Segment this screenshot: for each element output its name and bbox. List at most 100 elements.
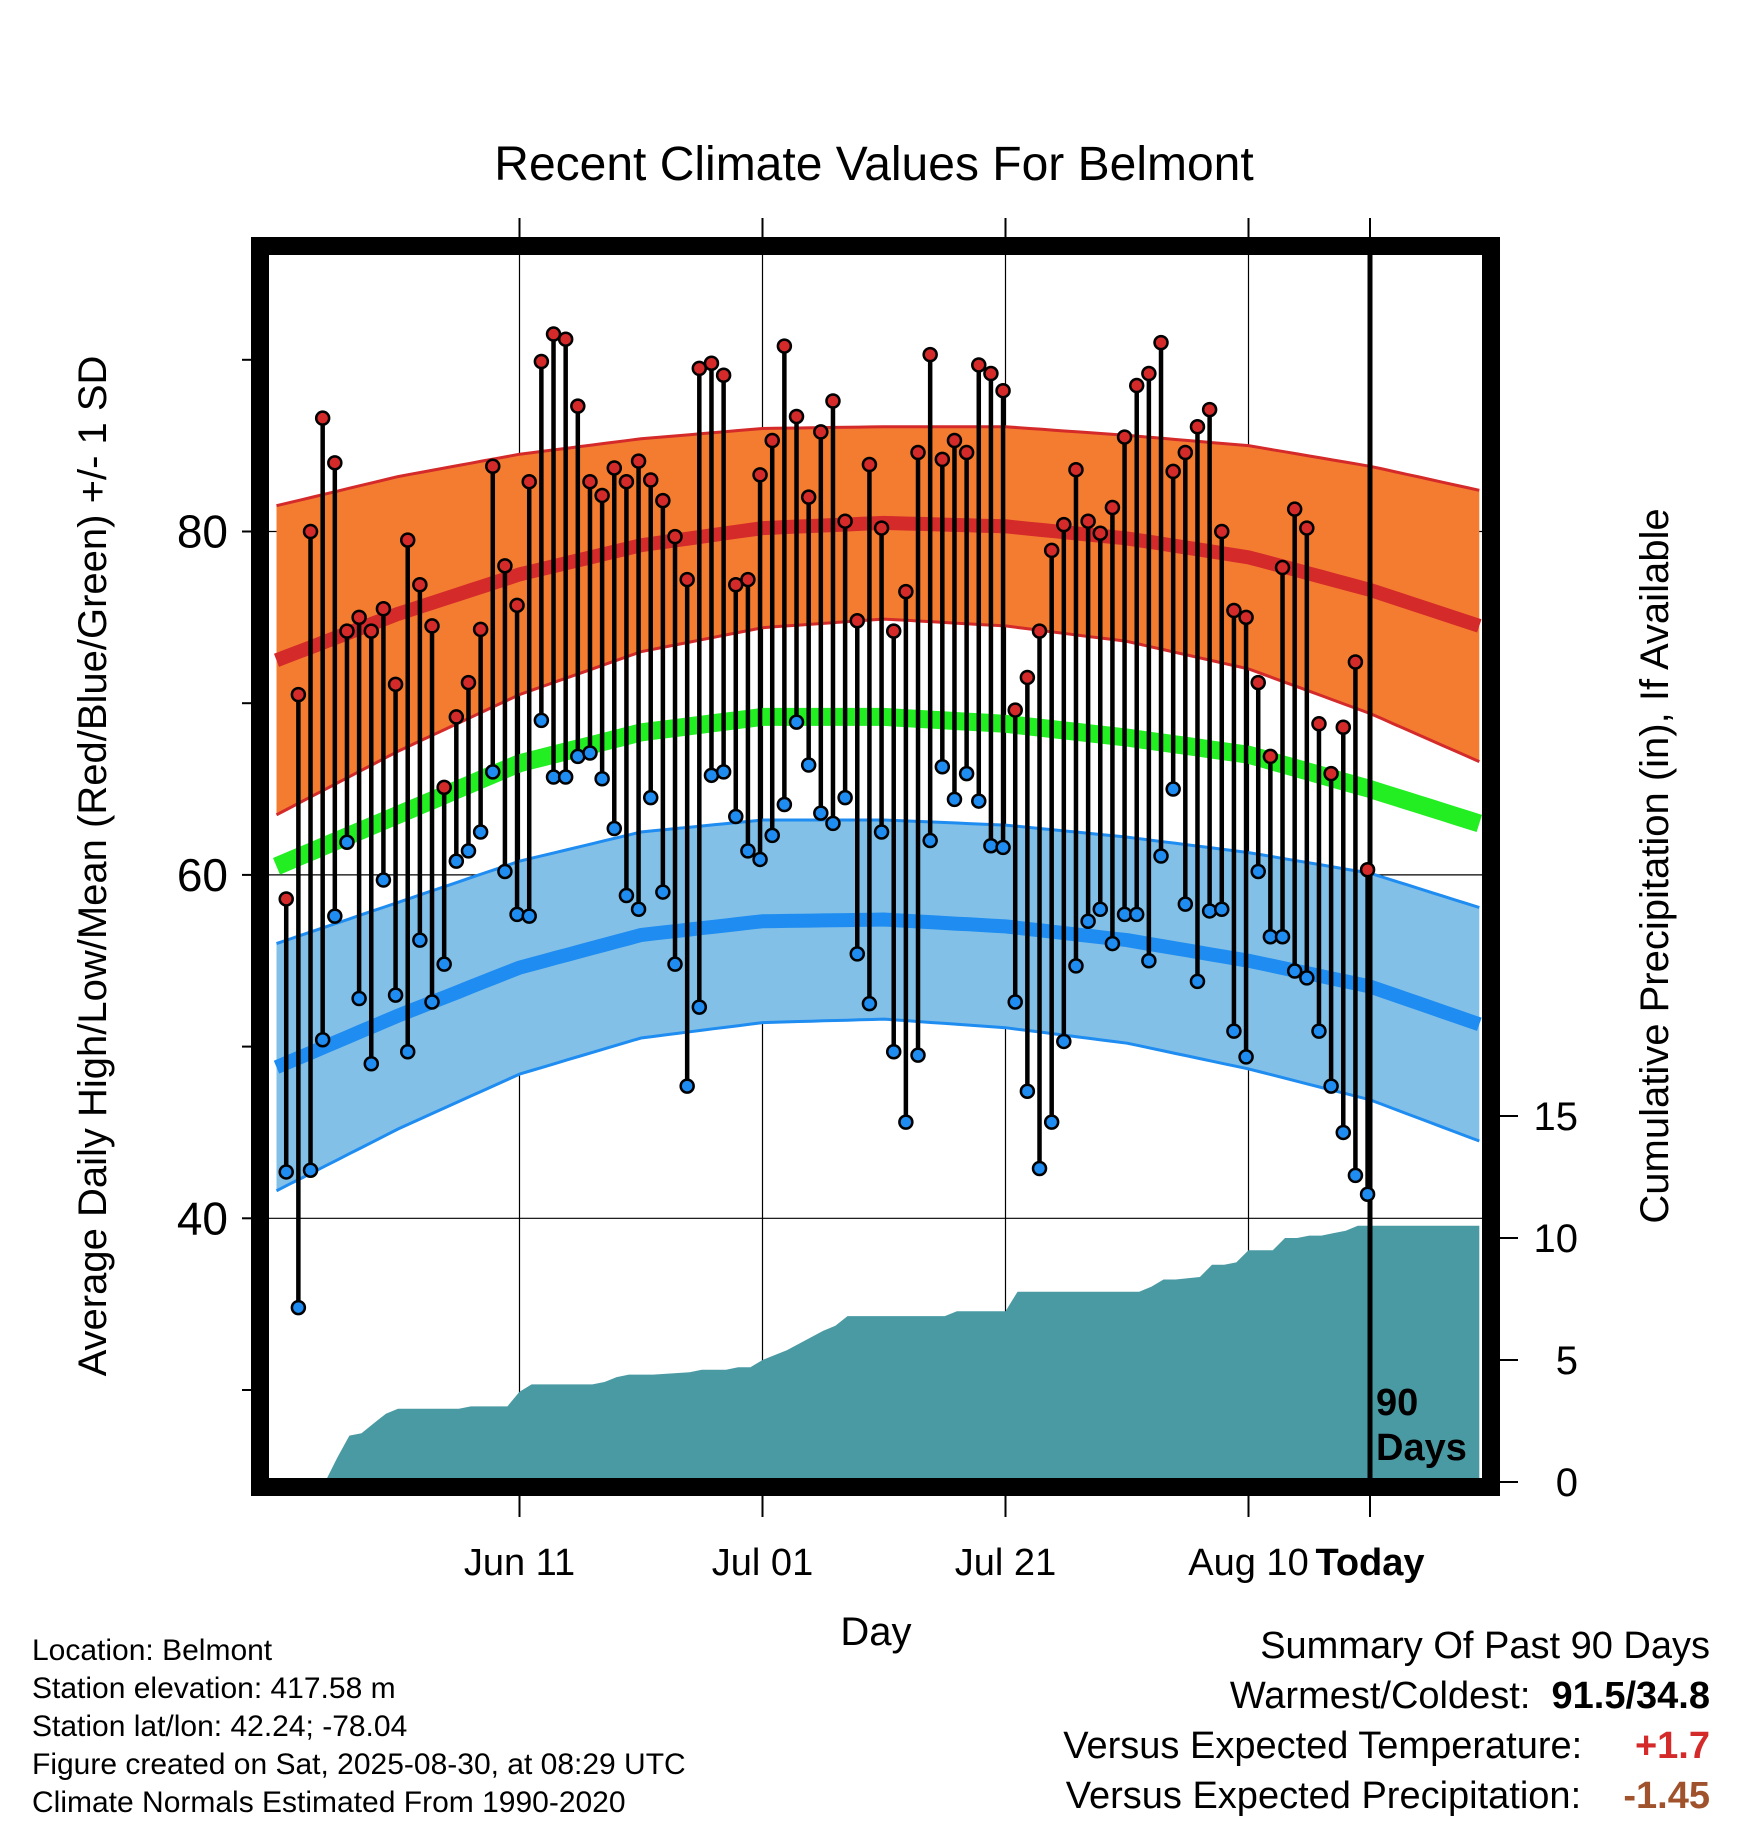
low-point <box>1335 1124 1352 1141</box>
low-point <box>509 906 525 923</box>
high-point <box>302 523 319 540</box>
y2-tick-label: 10 <box>1534 1217 1579 1261</box>
low-point <box>1214 901 1230 917</box>
plot-frame <box>251 237 1500 1496</box>
high-point <box>1080 513 1096 529</box>
high-point <box>570 398 586 414</box>
y2-axis-label: Cumulative Precipitation (in), If Availa… <box>1633 508 1677 1223</box>
low-point <box>1250 863 1266 880</box>
high-point <box>1068 461 1084 478</box>
low-point <box>1226 1023 1242 1039</box>
high-point <box>448 709 465 725</box>
high-point <box>485 458 501 475</box>
low-point <box>691 999 708 1015</box>
high-point <box>1177 444 1194 461</box>
y2-tick-label: 15 <box>1534 1095 1579 1139</box>
low-point <box>1153 848 1169 864</box>
low-point <box>399 1044 416 1060</box>
high-point <box>861 456 878 473</box>
y-axis-label: Average Daily High/Low/Mean (Red/Blue/Gr… <box>71 356 115 1377</box>
high-point <box>436 779 452 796</box>
low-point <box>290 1299 307 1316</box>
low-point <box>339 834 355 851</box>
high-point <box>898 583 914 600</box>
low-point <box>497 863 513 880</box>
low-point <box>387 987 404 1003</box>
high-point <box>1165 463 1181 480</box>
low-point <box>715 764 732 780</box>
low-point <box>849 946 866 962</box>
high-lower-edge <box>275 617 1480 817</box>
low-point <box>314 1031 331 1048</box>
high-point <box>715 367 732 384</box>
low-point <box>1201 903 1218 919</box>
high-point <box>497 558 513 574</box>
low-point <box>764 827 780 844</box>
station-info: Location: Belmont Station elevation: 417… <box>32 1632 686 1822</box>
y-tick-label: 40 <box>177 1192 228 1244</box>
summary-precip-label: Versus Expected Precipitation: <box>1065 1775 1582 1817</box>
high-point <box>1359 861 1376 878</box>
low-point <box>898 1114 914 1130</box>
precipitation-fill <box>276 1225 1480 1482</box>
high-point <box>557 331 574 347</box>
high-point <box>1189 419 1206 435</box>
low-point <box>995 839 1011 856</box>
high-point <box>1056 516 1072 533</box>
high-point <box>509 597 525 614</box>
low-point <box>533 712 550 729</box>
low-point <box>679 1078 695 1094</box>
low-point <box>424 994 440 1010</box>
chart-title: Recent Climate Values For Belmont <box>494 138 1253 191</box>
high-point <box>339 623 355 639</box>
low-point <box>740 843 756 859</box>
high-point <box>910 444 926 461</box>
high-point <box>387 676 404 693</box>
high-point <box>764 432 780 449</box>
high-point <box>1092 525 1109 541</box>
low-point <box>1299 970 1315 986</box>
low-point <box>1092 901 1109 917</box>
high-point <box>424 618 440 634</box>
high-point <box>1323 765 1339 782</box>
info-created: Figure created on Sat, 2025-08-30, at 08… <box>32 1748 686 1781</box>
high-point <box>533 353 550 370</box>
low-point <box>752 851 768 868</box>
high-point <box>594 487 610 504</box>
high-point <box>412 576 428 593</box>
high-point <box>958 444 975 461</box>
low-point <box>412 932 428 948</box>
high-point <box>885 623 902 639</box>
high-point <box>1226 602 1242 619</box>
high-point <box>363 623 380 639</box>
low-lower-edge <box>275 1017 1480 1193</box>
low-point <box>375 872 392 888</box>
summary-precip-value: -1.45 <box>1623 1775 1710 1817</box>
low-point <box>776 796 793 813</box>
high-point <box>1347 654 1364 670</box>
low-point <box>1347 1167 1364 1184</box>
low-point <box>1128 906 1145 923</box>
high-point <box>278 891 294 907</box>
high-point <box>1141 365 1157 382</box>
high-point <box>1007 702 1023 718</box>
high-point <box>752 467 768 483</box>
high-point <box>618 473 635 490</box>
high-point <box>837 513 853 529</box>
low-point <box>557 769 574 785</box>
high-point <box>667 528 683 545</box>
high-point <box>606 460 623 476</box>
low-point <box>1323 1078 1339 1094</box>
low-point <box>861 995 878 1012</box>
high-point <box>472 621 489 638</box>
summary-precip-row: Versus Expected Precipitation: -1.45 <box>1066 1775 1710 1818</box>
info-latlon: Station lat/lon: 42.24; -78.04 <box>32 1710 408 1743</box>
high-point <box>849 613 866 629</box>
high-point <box>630 453 647 469</box>
low-sd-band <box>276 820 1480 1191</box>
high-point <box>776 338 793 354</box>
high-point <box>873 520 890 536</box>
low-point <box>302 1162 319 1178</box>
low-point <box>1007 994 1023 1010</box>
low-point <box>983 837 999 854</box>
